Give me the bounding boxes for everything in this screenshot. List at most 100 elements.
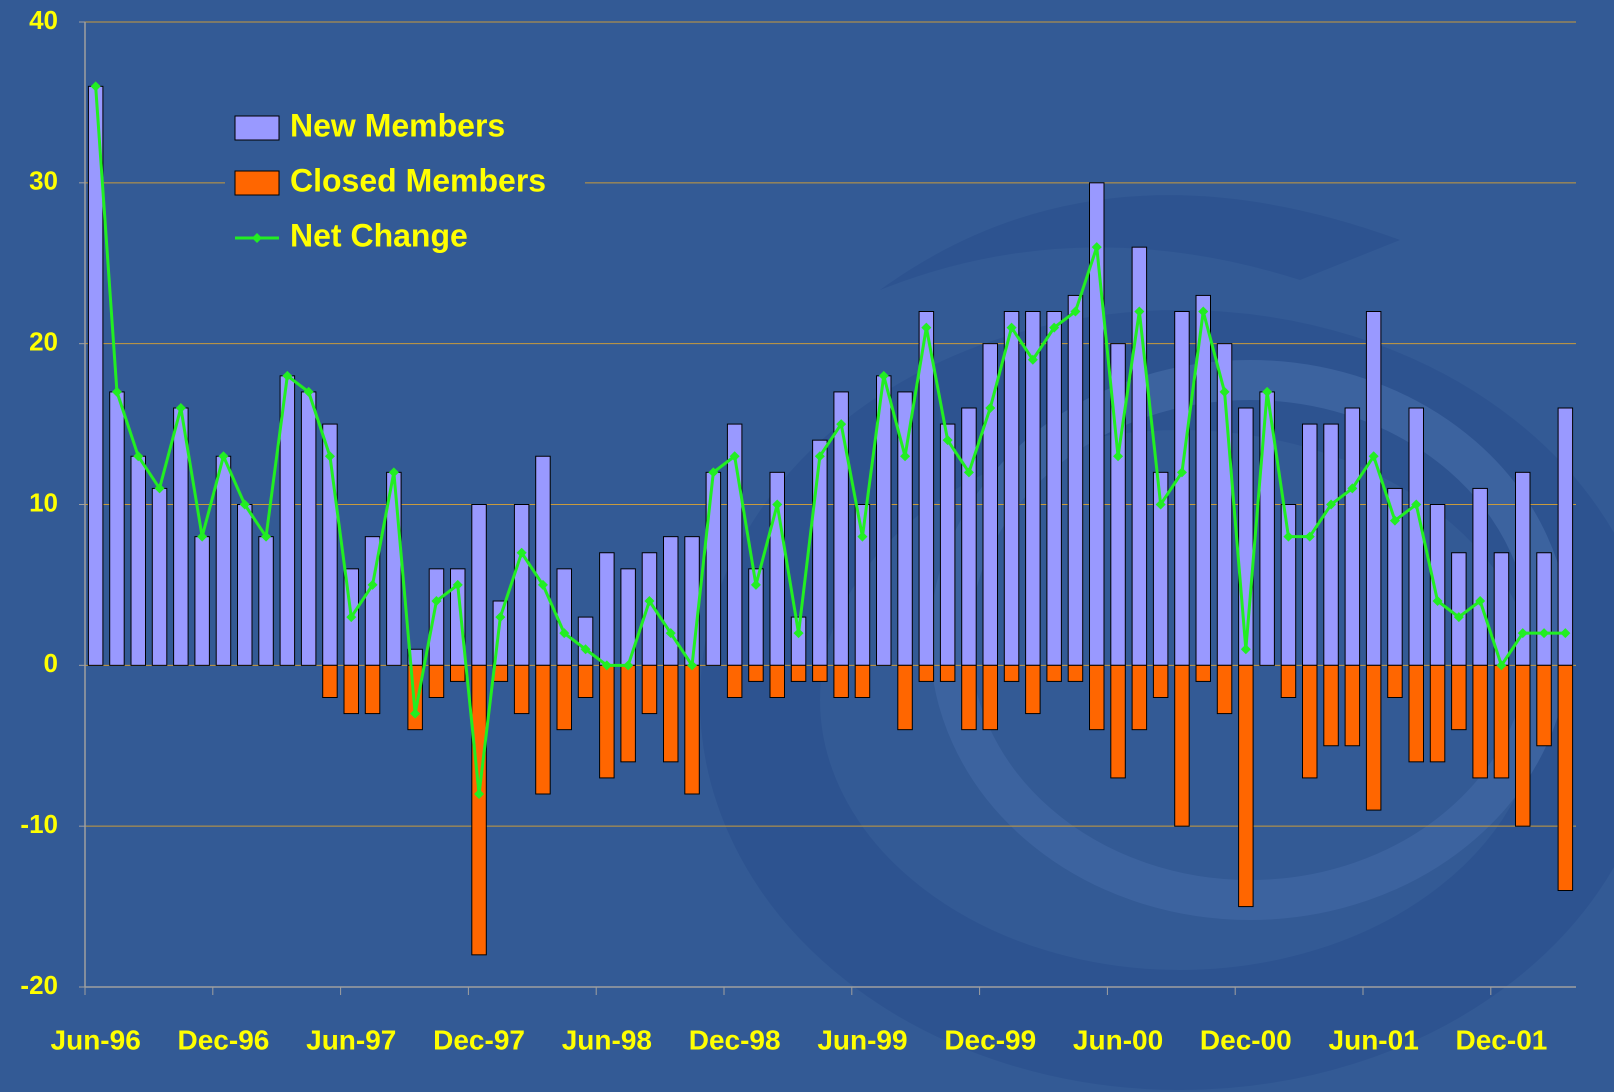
bar bbox=[577, 616, 594, 666]
legend-swatch bbox=[252, 233, 262, 243]
bar bbox=[450, 664, 466, 682]
bar bbox=[769, 664, 785, 698]
bar bbox=[1408, 664, 1424, 763]
bar bbox=[1557, 664, 1574, 891]
x-tick-label: Dec-99 bbox=[944, 1024, 1036, 1055]
bar bbox=[1025, 664, 1041, 715]
y-tick-label: -20 bbox=[20, 970, 58, 1000]
bar bbox=[1408, 407, 1424, 666]
bar bbox=[726, 664, 743, 698]
line-marker bbox=[537, 579, 548, 590]
bar bbox=[1536, 552, 1552, 666]
line-marker bbox=[580, 644, 591, 655]
bar bbox=[1003, 311, 1020, 666]
line-marker bbox=[857, 531, 868, 542]
bar bbox=[428, 664, 445, 698]
line-marker bbox=[111, 386, 122, 397]
bar bbox=[1046, 664, 1062, 682]
legend-label: Net Change bbox=[290, 217, 468, 253]
y-tick-label: 30 bbox=[29, 166, 58, 196]
bar bbox=[1152, 664, 1169, 698]
line-marker bbox=[1134, 306, 1145, 317]
line-marker bbox=[261, 531, 272, 542]
bar bbox=[684, 536, 700, 666]
x-tick-label: Dec-01 bbox=[1456, 1024, 1548, 1055]
line-marker bbox=[175, 403, 186, 413]
x-tick-label: Dec-96 bbox=[178, 1024, 270, 1055]
bar bbox=[1472, 487, 1488, 666]
bar bbox=[471, 664, 487, 956]
line-marker bbox=[154, 483, 165, 494]
line-marker bbox=[239, 499, 250, 510]
bar bbox=[1365, 664, 1382, 811]
bar bbox=[1302, 664, 1318, 779]
bar bbox=[1238, 664, 1254, 908]
bar bbox=[982, 664, 998, 731]
bar bbox=[535, 664, 551, 795]
line-marker bbox=[1027, 354, 1038, 365]
y-tick-label: 0 bbox=[44, 648, 58, 678]
bar bbox=[1110, 664, 1126, 779]
line-marker bbox=[601, 660, 612, 671]
bar bbox=[471, 504, 487, 666]
bar bbox=[1067, 294, 1084, 666]
line-marker bbox=[1326, 499, 1337, 510]
line-marker bbox=[1176, 467, 1187, 478]
bar bbox=[599, 664, 615, 779]
line-marker bbox=[303, 386, 314, 397]
line-marker bbox=[836, 419, 847, 430]
line-marker bbox=[1304, 531, 1315, 542]
line-marker bbox=[1070, 306, 1081, 317]
x-tick-label: Jun-97 bbox=[306, 1024, 396, 1055]
line-marker bbox=[1113, 451, 1124, 462]
legend-label: Closed Members bbox=[290, 162, 546, 198]
bar bbox=[961, 664, 977, 731]
bar bbox=[1046, 311, 1062, 666]
x-tick-label: Dec-97 bbox=[433, 1024, 525, 1055]
line-marker bbox=[878, 370, 889, 381]
line-marker bbox=[1155, 499, 1166, 510]
bar bbox=[109, 391, 125, 666]
line-marker bbox=[1006, 322, 1017, 333]
line-marker bbox=[388, 467, 399, 478]
line-marker bbox=[708, 467, 719, 478]
bar bbox=[556, 568, 572, 666]
line-marker bbox=[133, 451, 144, 462]
line-marker bbox=[410, 708, 421, 719]
line-marker bbox=[1539, 628, 1550, 639]
line-marker bbox=[793, 628, 804, 639]
x-tick-label: Jun-98 bbox=[562, 1024, 652, 1055]
bar bbox=[663, 664, 679, 763]
line-marker bbox=[985, 403, 996, 413]
bar bbox=[705, 471, 722, 666]
line-marker bbox=[431, 596, 442, 606]
bar bbox=[1365, 311, 1382, 666]
line-marker bbox=[1262, 386, 1273, 397]
bar bbox=[130, 455, 146, 666]
bar bbox=[1429, 664, 1446, 763]
line-marker bbox=[1240, 644, 1251, 655]
bar bbox=[1451, 552, 1467, 666]
bar bbox=[1472, 664, 1488, 779]
bar bbox=[1174, 664, 1190, 827]
line-marker bbox=[1517, 628, 1528, 639]
line-marker bbox=[1091, 242, 1102, 253]
y-tick-label: 40 bbox=[29, 5, 58, 35]
bar bbox=[151, 487, 168, 666]
line-marker bbox=[516, 547, 527, 558]
line-marker bbox=[1283, 531, 1294, 542]
x-tick-label: Jun-00 bbox=[1073, 1024, 1163, 1055]
bar bbox=[556, 664, 572, 731]
line bbox=[94, 86, 1566, 795]
bar bbox=[1131, 664, 1148, 731]
line-marker bbox=[1198, 306, 1209, 317]
bar bbox=[812, 664, 828, 682]
line-marker bbox=[452, 579, 463, 590]
line-marker bbox=[346, 612, 357, 623]
line-marker bbox=[282, 370, 293, 381]
line-marker bbox=[1389, 515, 1400, 526]
bar bbox=[577, 664, 594, 698]
bar bbox=[1387, 664, 1403, 698]
line-marker bbox=[324, 451, 335, 462]
